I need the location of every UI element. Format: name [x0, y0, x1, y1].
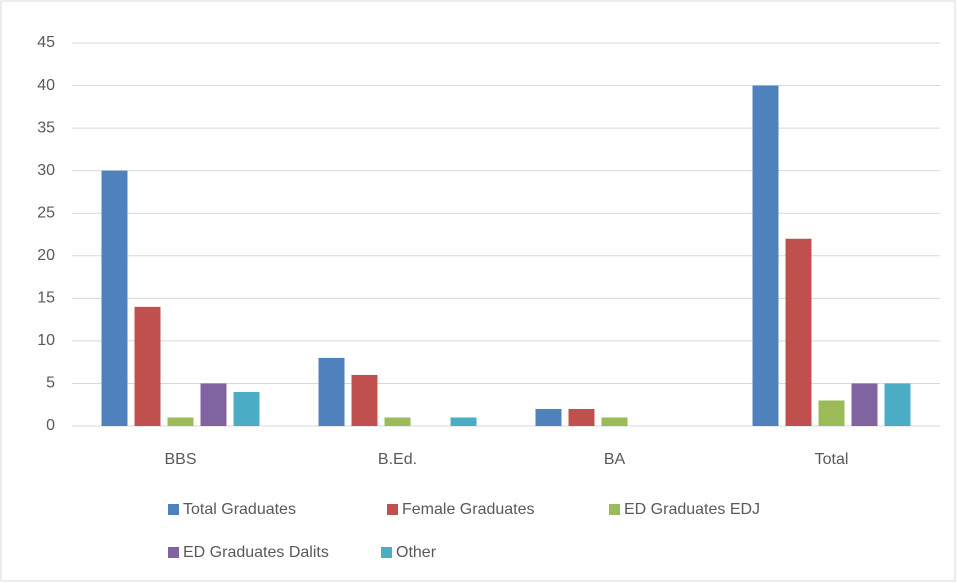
y-tick-label: 0: [46, 417, 55, 434]
bar: [233, 391, 260, 426]
bar: [351, 374, 378, 426]
legend-swatch: [168, 504, 179, 515]
legend-swatch: [387, 504, 398, 515]
bar: [167, 417, 194, 426]
y-tick-label: 15: [37, 290, 55, 307]
x-tick-label: BBS: [164, 451, 196, 468]
bar: [818, 400, 845, 426]
legend-swatch: [381, 547, 392, 558]
y-tick-label: 45: [37, 34, 55, 51]
y-tick-label: 10: [37, 332, 55, 349]
legend-label: ED Graduates EDJ: [624, 501, 760, 518]
legend-label: Other: [396, 544, 437, 561]
y-tick-label: 30: [37, 162, 55, 179]
bar: [884, 383, 911, 426]
bar: [601, 417, 628, 426]
bar: [450, 417, 477, 426]
y-tick-label: 35: [37, 119, 55, 136]
y-tick-label: 20: [37, 247, 55, 264]
legend-swatch: [168, 547, 179, 558]
legend-swatch: [609, 504, 620, 515]
y-tick-label: 5: [46, 375, 55, 392]
x-tick-label: Total: [815, 451, 849, 468]
bar: [535, 408, 562, 426]
bar: [785, 238, 812, 426]
x-tick-label: B.Ed.: [378, 451, 417, 468]
y-tick-label: 25: [37, 204, 55, 221]
bar: [134, 306, 161, 426]
bar: [568, 408, 595, 426]
bar: [318, 357, 345, 426]
legend-label: ED Graduates Dalits: [183, 544, 329, 561]
bar: [851, 383, 878, 426]
bar: [101, 170, 128, 426]
bar: [384, 417, 411, 426]
legend-label: Total Graduates: [183, 501, 296, 518]
bar: [752, 85, 779, 427]
bar: [200, 383, 227, 426]
y-tick-label: 40: [37, 77, 55, 94]
legend-label: Female Graduates: [402, 501, 535, 518]
x-tick-label: BA: [604, 451, 626, 468]
